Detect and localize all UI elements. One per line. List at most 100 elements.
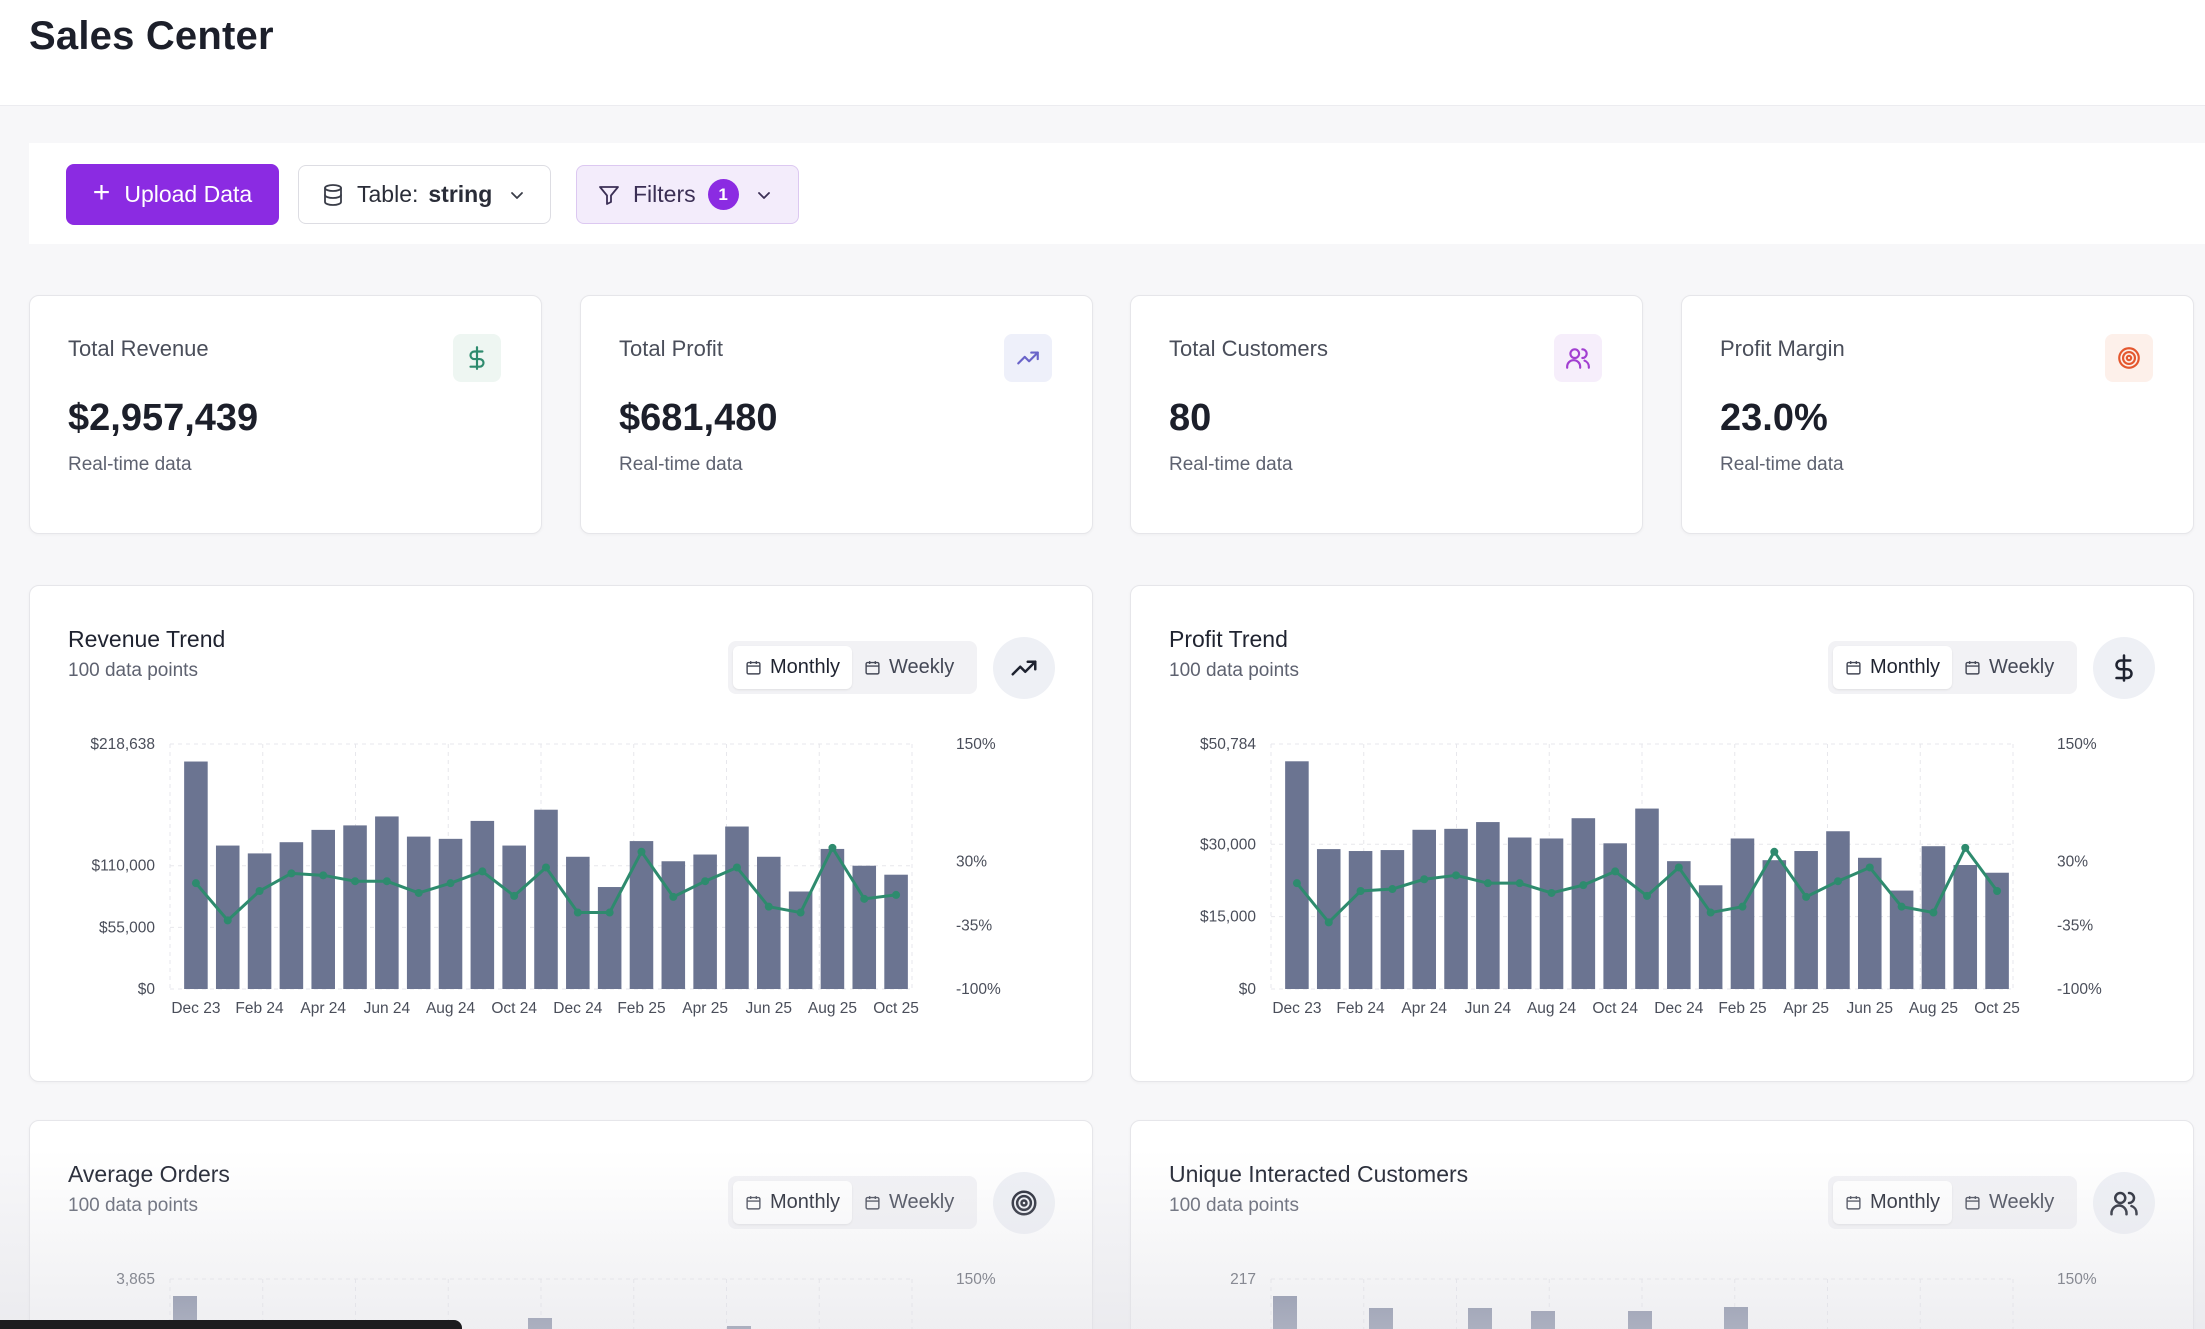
x-tick-label: Aug 25: [1909, 1000, 1958, 1017]
weekly-toggle[interactable]: Weekly: [1952, 646, 2066, 689]
plus-icon: +: [92, 176, 111, 209]
line-point: [478, 867, 487, 876]
x-tick-label: Dec 24: [1654, 1000, 1703, 1017]
bar: [1858, 857, 1882, 989]
y-tick-label: $30,000: [1200, 836, 1256, 853]
x-tick-label: Feb 24: [235, 1000, 284, 1017]
y2-tick-label: 150%: [956, 1271, 996, 1288]
bar: [1369, 1308, 1393, 1329]
kpi-value: $681,480: [619, 397, 778, 439]
bar: [1507, 837, 1532, 989]
bar: [406, 836, 431, 989]
line-point: [828, 843, 837, 852]
line-point: [542, 863, 550, 872]
y2-tick-label: -35%: [956, 917, 992, 934]
bar: [534, 809, 558, 989]
bar: [1628, 1311, 1652, 1329]
x-tick-label: Jun 24: [364, 1000, 411, 1017]
period-toggle: Monthly Weekly: [1828, 641, 2077, 694]
chart-card-profit-trend: Profit Trend 100 data points Monthly Wee…: [1130, 585, 2194, 1082]
revenue-trend-chart: $0 $55,000 $110,000 $218,638 -100% -35% 30% 150…: [90, 736, 1001, 1017]
line-point: [732, 863, 741, 872]
bar: [438, 838, 463, 989]
line-point: [1547, 888, 1556, 897]
bar: [470, 820, 495, 989]
filter-icon: [599, 185, 619, 205]
x-tick-label: Jun 24: [1465, 1000, 1512, 1017]
y-tick-label: 3,865: [116, 1271, 155, 1288]
x-tick-label: Apr 25: [682, 1000, 728, 1017]
line-point: [573, 908, 582, 917]
x-tick-label: Jun 25: [746, 1000, 793, 1017]
unique-interacted-customers-chart: 217 150%: [1230, 1271, 2097, 1329]
bar: [1985, 872, 2009, 989]
line-point: [1929, 908, 1938, 917]
line-point: [764, 902, 773, 911]
target-icon: [2105, 334, 2153, 382]
kpi-subtitle: Real-time data: [1169, 454, 1293, 475]
weekly-toggle[interactable]: Weekly: [852, 646, 966, 689]
bar: [661, 861, 686, 989]
kpi-value: 80: [1169, 397, 1212, 439]
line-point: [1802, 892, 1811, 901]
chart-title: Profit Trend: [1169, 626, 1288, 652]
table-value: string: [428, 181, 493, 207]
line-point: [892, 890, 901, 899]
bar: [1571, 818, 1596, 989]
monthly-toggle[interactable]: Monthly: [733, 646, 853, 689]
bar: [1380, 850, 1405, 989]
x-tick-label: Aug 25: [808, 1000, 857, 1017]
x-tick-label: Dec 24: [553, 1000, 602, 1017]
period-toggle: Monthly Weekly: [728, 641, 977, 694]
table-select[interactable]: Table: string: [298, 165, 551, 224]
line-point: [255, 887, 264, 895]
line-point: [1961, 843, 1970, 852]
chevron-down-icon: [757, 191, 770, 199]
chart-subtitle: 100 data points: [68, 660, 198, 681]
line-point: [1643, 891, 1651, 900]
x-tick-label: Dec 23: [1272, 1000, 1321, 1017]
bar: [1285, 761, 1309, 989]
filters-button[interactable]: Filters 1: [576, 165, 799, 224]
line-point: [1611, 867, 1620, 876]
upload-data-label: Upload Data: [124, 181, 253, 207]
bar: [1468, 1308, 1492, 1329]
y-tick-label: $0: [138, 981, 156, 998]
x-tick-label: Apr 24: [300, 1000, 346, 1017]
bar: [247, 853, 272, 989]
line-point: [351, 877, 360, 886]
upload-data-button[interactable]: + Upload Data: [66, 164, 279, 225]
bar: [343, 825, 367, 989]
monthly-toggle[interactable]: Monthly: [1833, 646, 1953, 689]
x-tick-label: Aug 24: [1527, 1000, 1577, 1017]
trending-up-icon[interactable]: [993, 637, 1055, 699]
line-point: [223, 916, 232, 925]
bar: [852, 865, 877, 989]
bar: [184, 761, 208, 989]
line-point: [382, 877, 391, 886]
monthly-label: Monthly: [1870, 656, 1941, 678]
x-tick-label: Oct 24: [1592, 1000, 1638, 1017]
x-tick-label: Oct 25: [873, 1000, 919, 1017]
kpi-value: 23.0%: [1720, 397, 1828, 439]
y2-tick-label: 150%: [956, 736, 996, 753]
line-point: [510, 891, 519, 900]
chart-title: Revenue Trend: [68, 626, 226, 652]
line-point: [1483, 879, 1492, 888]
bar: [788, 891, 813, 989]
chart-subtitle: 100 data points: [1169, 660, 1299, 681]
line-point: [1420, 875, 1429, 884]
dollar-icon[interactable]: [2093, 637, 2155, 699]
line-point: [669, 892, 678, 901]
line-point: [860, 894, 869, 903]
profit-trend-chart: $0 $15,000 $30,000 $50,784 -100% -35% 30% 150% D…: [1200, 736, 2102, 1017]
taskbar-edge: [0, 1320, 462, 1329]
bar: [566, 856, 590, 989]
line-point: [1388, 885, 1397, 894]
kpi-title: Profit Margin: [1720, 336, 1845, 361]
calendar-icon: [746, 661, 761, 675]
line-point: [1738, 902, 1747, 911]
bar: [1889, 890, 1914, 989]
y2-tick-label: 150%: [2057, 736, 2097, 753]
bar: [528, 1318, 552, 1329]
